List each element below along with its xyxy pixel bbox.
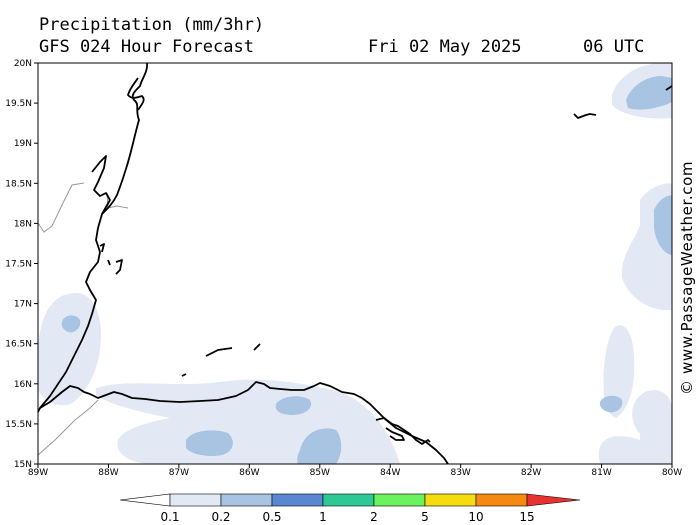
lat-tick-label: 18.5N: [5, 179, 32, 189]
coastline-cayman: [573, 113, 597, 119]
colorbar-swatch: [424, 493, 477, 507]
precip-area-medium: [297, 428, 342, 464]
colorbar-swatch: [271, 493, 324, 507]
precip-area-medium: [626, 76, 672, 110]
coastline-gulf-honduras: [39, 381, 449, 465]
map-title: Precipitation (mm/3hr): [39, 15, 265, 35]
lon-tick-label: 81W: [591, 468, 611, 478]
lat-tick-label: 16N: [14, 380, 32, 390]
lat-tick-label: 19.5N: [5, 99, 32, 109]
colorbar-swatch: [119, 493, 171, 507]
coastline-bay-islands: [181, 373, 187, 377]
precipitation-areas: [38, 63, 672, 464]
lat-tick-label: 17.5N: [5, 260, 32, 270]
lat-tick-label: 16.5N: [5, 340, 32, 350]
colorbar-swatch: [526, 493, 581, 507]
colorbar-swatch: [322, 493, 375, 507]
precip-area-medium: [186, 430, 233, 457]
colorbar-label: 2: [370, 510, 378, 524]
lat-tick-label: 17N: [14, 300, 32, 310]
colorbar-label: 1: [319, 510, 327, 524]
forecast-time: 06 UTC: [583, 37, 645, 57]
precip-area-medium: [599, 395, 623, 413]
coastline-chetumal: [37, 155, 111, 413]
lon-tick-group: 89W 88W 87W 86W 85W 84W 83W 82W 81W 80W: [28, 464, 682, 478]
colorbar-label: 0.1: [160, 510, 179, 524]
colorbar-swatch: [373, 493, 426, 507]
lat-tick-label: 20N: [14, 59, 32, 69]
colorbar-label: 0.5: [262, 510, 281, 524]
lon-tick-label: 83W: [450, 468, 470, 478]
colorbar-label: 5: [421, 510, 429, 524]
coastline-belize-cayes: [107, 259, 111, 266]
coastline-mosquitia-lagoon: [385, 427, 405, 441]
precip-area-medium: [275, 396, 312, 415]
colorbar-label: 0.2: [211, 510, 230, 524]
coastline-bay-islands: [205, 347, 233, 357]
border-line: [106, 192, 129, 209]
lat-tick-label: 15.5N: [5, 420, 32, 430]
border-line: [37, 399, 99, 456]
colorbar-label: 10: [468, 510, 483, 524]
lat-tick-label: 19N: [14, 139, 32, 149]
coastline-belize-cayes: [115, 259, 123, 275]
forecast-label: GFS 024 Hour Forecast: [39, 37, 254, 57]
precip-area-light: [603, 325, 635, 418]
precip-colorbar: 0.1 0.2 0.5 1 2 5 10 15: [119, 493, 581, 524]
lon-tick-label: 89W: [28, 468, 48, 478]
country-borders: [37, 182, 129, 456]
lat-tick-label: 18N: [14, 219, 32, 229]
coastline-bay-islands: [253, 343, 261, 351]
coastline-belize-cayes: [99, 243, 105, 253]
coastlines: [37, 62, 673, 465]
precip-area-medium: [654, 195, 672, 255]
lon-tick-label: 85W: [310, 468, 330, 478]
colorbar-swatch: [475, 493, 528, 507]
precip-area-light: [38, 292, 102, 406]
credit-text: © www.PassageWeather.com: [678, 160, 696, 395]
colorbar-label: 15: [519, 510, 534, 524]
precip-area-light: [598, 390, 672, 464]
lon-tick-label: 82W: [521, 468, 541, 478]
lon-tick-label: 84W: [380, 468, 400, 478]
forecast-date: Fri 02 May 2025: [368, 37, 522, 57]
lon-tick-label: 86W: [239, 468, 259, 478]
lon-tick-label: 80W: [662, 468, 682, 478]
lon-tick-label: 87W: [169, 468, 189, 478]
precip-area-medium: [61, 315, 81, 333]
coastline-mosquitia: [375, 417, 431, 445]
precip-area-light: [96, 379, 400, 464]
coastline-yucatan-inner: [127, 77, 145, 111]
lat-tick-label: 15N: [14, 460, 32, 470]
lat-tick-group: 20N 19.5N 19N 18.5N 18N 17.5N 17N 16.5N 16N 15.5N…: [5, 59, 38, 470]
border-line: [37, 182, 85, 233]
lon-tick-label: 88W: [98, 468, 118, 478]
colorbar-swatch: [220, 493, 273, 507]
coastline-jamaica-tip: [665, 85, 673, 91]
colorbar-swatch: [169, 493, 222, 507]
coastline-yucatan-east: [101, 62, 148, 215]
